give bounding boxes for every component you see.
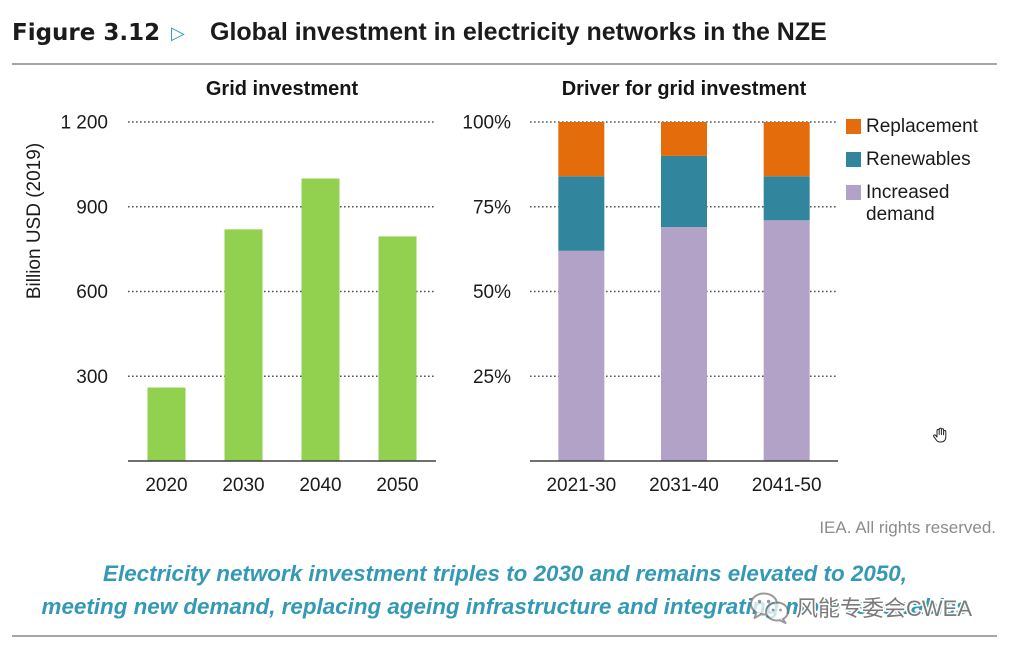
figure-number: Figure 3.12 (12, 20, 160, 46)
wechat-bubble-large-tail (753, 611, 762, 619)
caption-line-2: meeting new demand, replacing ageing inf… (42, 594, 969, 619)
x-tick-label: 2040 (299, 475, 341, 496)
watermark: 风能专委会CWEA (750, 592, 974, 624)
bar-segment-replacement (558, 122, 605, 177)
wechat-eye (757, 599, 762, 604)
bar-segment-replacement (661, 122, 707, 156)
x-tick-label: 2021-30 (546, 475, 616, 496)
x-tick-label: 2020 (145, 475, 187, 496)
x-tick-label: 2041-50 (752, 475, 822, 496)
figure-title: Global investment in electricity network… (210, 18, 827, 46)
bar-2040 (301, 178, 340, 461)
legend-item-increased-demand: Increased demand (846, 182, 1006, 226)
hand-cursor-shape (933, 427, 947, 443)
wechat-eye (771, 608, 775, 612)
legend: Replacement Renewables Increased demand (846, 116, 1006, 237)
chart-1: Grid investment Billion USD (2019) 300 600 9… (24, 78, 436, 496)
y-tick-label: 600 (76, 282, 108, 303)
y-axis-label: Billion USD (2019) (24, 143, 45, 299)
charts: Grid investment Billion USD (2019) 300 600 9… (24, 78, 838, 496)
legend-swatch (846, 152, 861, 167)
watermark-text: 风能专委会CWEA (796, 596, 972, 621)
legend-item-renewables: Renewables (846, 149, 1006, 171)
wechat-bubble-small (765, 601, 789, 622)
bar-2030 (224, 229, 263, 461)
wechat-eye (779, 608, 782, 612)
wechat-bubble-small-tail (778, 617, 787, 624)
wechat-eye (766, 599, 771, 604)
bar-segment-replacement (763, 122, 810, 177)
hand-cursor-icon (933, 427, 947, 443)
copyright-notice: IEA. All rights reserved. (819, 518, 996, 537)
chart-2: Driver for grid investment 25% 50% 75% 100% 2… (462, 78, 838, 496)
x-tick-label: 2031-40 (649, 475, 719, 496)
y-tick-label: 1 200 (60, 113, 108, 134)
legend-swatch (846, 185, 861, 200)
y-tick-label: 50% (473, 282, 511, 303)
bar-2050 (378, 236, 417, 461)
title-marker: ▷ (171, 23, 185, 44)
y-tick-label: 900 (76, 197, 108, 218)
chart-title: Driver for grid investment (562, 78, 807, 100)
legend-label: Replacement (866, 116, 978, 137)
bar-segment-increased-demand (763, 220, 810, 461)
figure-header: Figure 3.12 ▷ Global investment in elect… (12, 18, 827, 46)
y-tick-label: 25% (473, 367, 511, 388)
y-tick-label: 100% (462, 113, 511, 134)
bar-segment-renewables (763, 176, 810, 221)
y-tick-label: 300 (76, 367, 108, 388)
caption-line-1: Electricity network investment triples t… (103, 561, 907, 586)
y-tick-label: 75% (473, 197, 511, 218)
bar-segment-increased-demand (661, 227, 707, 461)
bar-segment-renewables (558, 176, 605, 251)
legend-swatch (846, 119, 861, 134)
chart-title: Grid investment (206, 78, 359, 100)
wechat-icon (750, 592, 789, 624)
bar-2020 (147, 387, 186, 461)
legend-label: Increased demand (866, 182, 950, 225)
legend-item-replacement: Replacement (846, 116, 1006, 138)
legend-label: Renewables (866, 149, 971, 170)
bar-segment-renewables (661, 155, 707, 228)
x-tick-label: 2050 (376, 475, 418, 496)
x-tick-label: 2030 (222, 475, 264, 496)
bar-segment-increased-demand (558, 250, 605, 461)
